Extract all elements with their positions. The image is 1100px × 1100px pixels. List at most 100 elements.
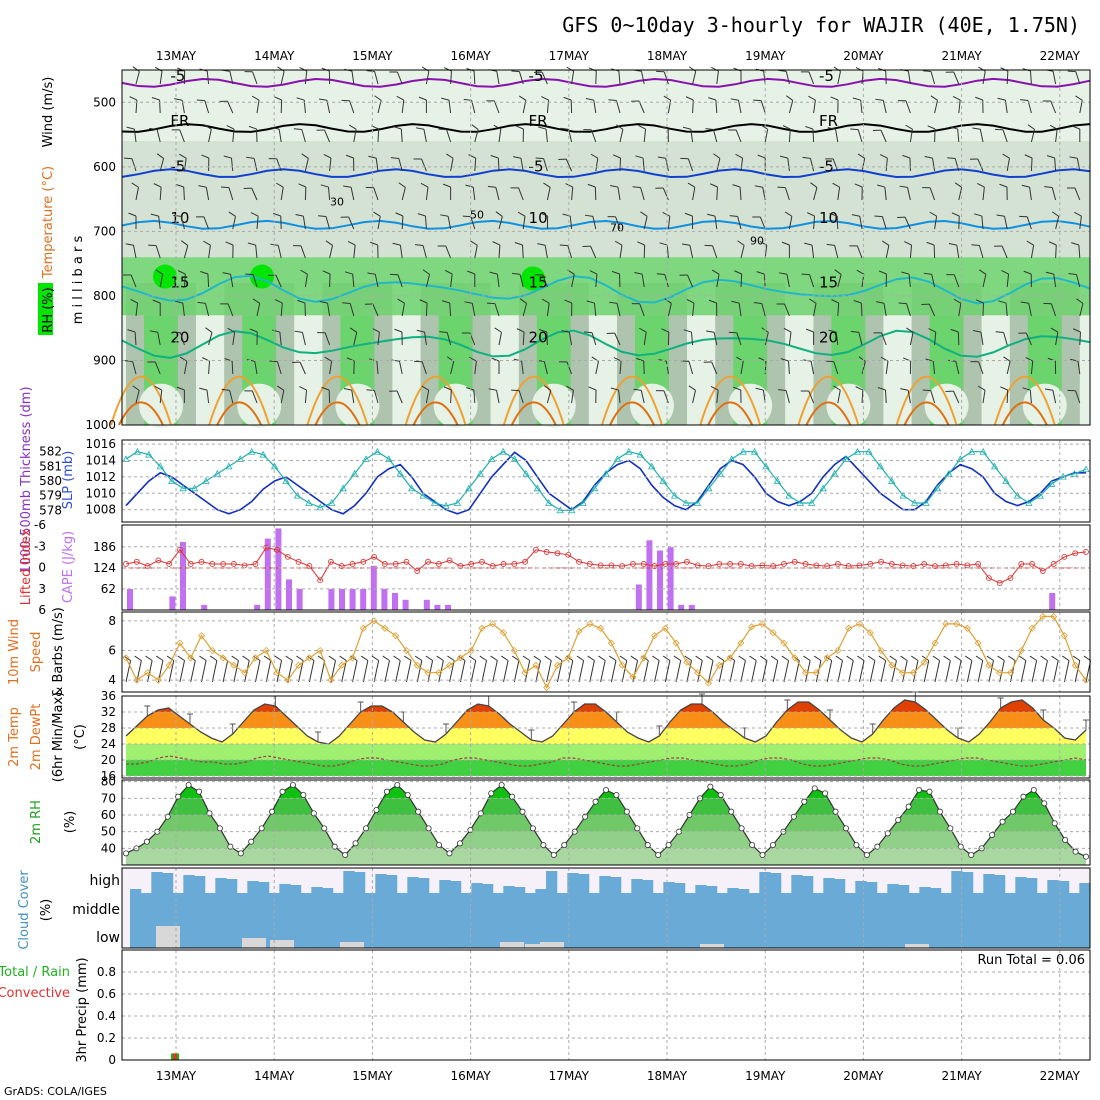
rh-marker: [321, 825, 328, 832]
cloud-high-bar: [663, 882, 675, 893]
upper-wind-barb-flag: [125, 243, 134, 246]
thickness-marker: [968, 447, 976, 455]
upper-wind-barb: [590, 245, 597, 259]
upper-wind-barb: [446, 129, 452, 143]
rh-contour-label: 50: [470, 208, 484, 221]
upper-wind-barb-flag: [269, 360, 278, 363]
thickness-marker: [888, 477, 896, 484]
rh-marker: [1051, 820, 1058, 827]
upper-wind-barb-flag: [130, 298, 138, 304]
upper-wind-barb-flag: [396, 95, 405, 101]
upper-wind-barb: [131, 158, 137, 172]
thickness-marker: [1048, 480, 1056, 487]
upper-wind-barb-flag: [543, 182, 551, 188]
upper-wind-barb: [519, 274, 524, 288]
upper-wind-barb-flag: [466, 387, 475, 391]
temperature-contour: [121, 168, 1091, 179]
wind10m-marker: [920, 658, 928, 666]
upper-wind-barb-flag: [686, 298, 695, 304]
rh-marker: [519, 808, 526, 815]
rh-contour-label: 70: [610, 221, 624, 234]
wind10m-barb-flag: [209, 655, 218, 661]
wind10m-marker: [726, 654, 734, 662]
upper-wind-barb: [640, 390, 645, 404]
upper-wind-barb: [135, 71, 140, 85]
upper-wind-barb: [277, 245, 282, 259]
upper-wind-barb: [934, 332, 937, 346]
upper-wind-barb: [934, 100, 939, 114]
cloud-low-bar: [242, 938, 266, 948]
rh-marker: [1041, 800, 1048, 807]
wind10m-barb: [276, 660, 283, 683]
upper-wind-barb: [883, 303, 887, 317]
upper-wind-barb-flag: [495, 211, 503, 217]
top-date-label: 19MAY: [745, 49, 786, 63]
upper-wind-barb: [425, 302, 428, 317]
upper-wind-barb: [1006, 158, 1010, 172]
upper-wind-barb-flag: [441, 300, 450, 304]
wind10m-tick: 6: [108, 644, 116, 658]
upper-wind-barb: [981, 216, 984, 230]
thickness-marker: [853, 447, 862, 455]
wind10m-barb: [621, 660, 628, 683]
cloud-low-bar: [540, 942, 564, 948]
rh-side-label: RH (%): [41, 287, 56, 332]
rh-marker: [143, 838, 150, 845]
upper-wind-barb: [1075, 274, 1081, 288]
upper-wind-barb: [692, 303, 695, 317]
thickness-marker: [408, 484, 416, 492]
hot-contour: [118, 401, 164, 426]
upper-wind-barb: [496, 274, 500, 288]
wind10m-barb-flag: [576, 655, 584, 661]
upper-wind-barb-flag: [150, 213, 159, 217]
li-marker: [1061, 553, 1068, 560]
cloud-high-bar: [919, 887, 931, 893]
rh-marker: [352, 840, 359, 847]
wind10m-marker: [446, 661, 454, 669]
cloud-high-bar: [183, 875, 195, 893]
upper-wind-barb: [638, 100, 645, 114]
upper-wind-barb: [470, 216, 476, 230]
wind10m-barb: [168, 660, 175, 683]
precip-axis-label: 3hr Precip (mm): [75, 957, 90, 1062]
upper-wind-barb-flag: [640, 211, 648, 217]
cape-bar: [127, 588, 133, 610]
temperature-contour: [121, 274, 1091, 305]
upper-wind-barb: [953, 71, 960, 85]
thickness-tick: 582: [39, 445, 62, 459]
upper-wind-barb-flag: [997, 97, 1006, 101]
wind10m-barb-flag: [457, 655, 466, 661]
li-marker: [630, 561, 636, 567]
upper-wind-barb: [474, 157, 477, 172]
upper-wind-barb-flag: [731, 300, 740, 304]
rh-marker: [801, 798, 808, 805]
cape-bar: [296, 588, 303, 610]
upper-wind-barb-flag: [323, 153, 332, 159]
upper-wind-barb: [592, 216, 597, 230]
upper-wind-barb: [159, 71, 163, 85]
top-date-label: 22MAY: [1040, 49, 1081, 63]
upper-wind-barb: [569, 216, 573, 230]
upper-wind-barb: [229, 390, 234, 404]
upper-wind-barb-flag: [249, 328, 258, 333]
upper-wind-barb: [450, 361, 455, 375]
upper-wind-barb-flag: [995, 331, 1004, 334]
cape-bar: [286, 579, 292, 610]
upper-wind-barb: [130, 274, 137, 288]
upper-wind-barb: [616, 303, 621, 317]
upper-wind-barb-flag: [493, 124, 502, 130]
li-marker: [209, 561, 216, 567]
thickness-marker: [533, 484, 542, 492]
wind10m-barb: [664, 660, 671, 683]
wind10m-marker: [305, 654, 313, 662]
upper-wind-barb-flag: [1025, 356, 1033, 362]
upper-wind-barb: [520, 158, 524, 172]
upper-wind-barb: [958, 100, 961, 114]
wind10m-barb-flag: [296, 655, 304, 661]
cape-bar: [381, 588, 388, 610]
upper-wind-barb-flag: [181, 240, 189, 246]
upper-wind-barb-flag: [298, 183, 307, 188]
upper-wind-barb-flag: [974, 213, 983, 217]
upper-wind-barb-flag: [464, 301, 473, 304]
